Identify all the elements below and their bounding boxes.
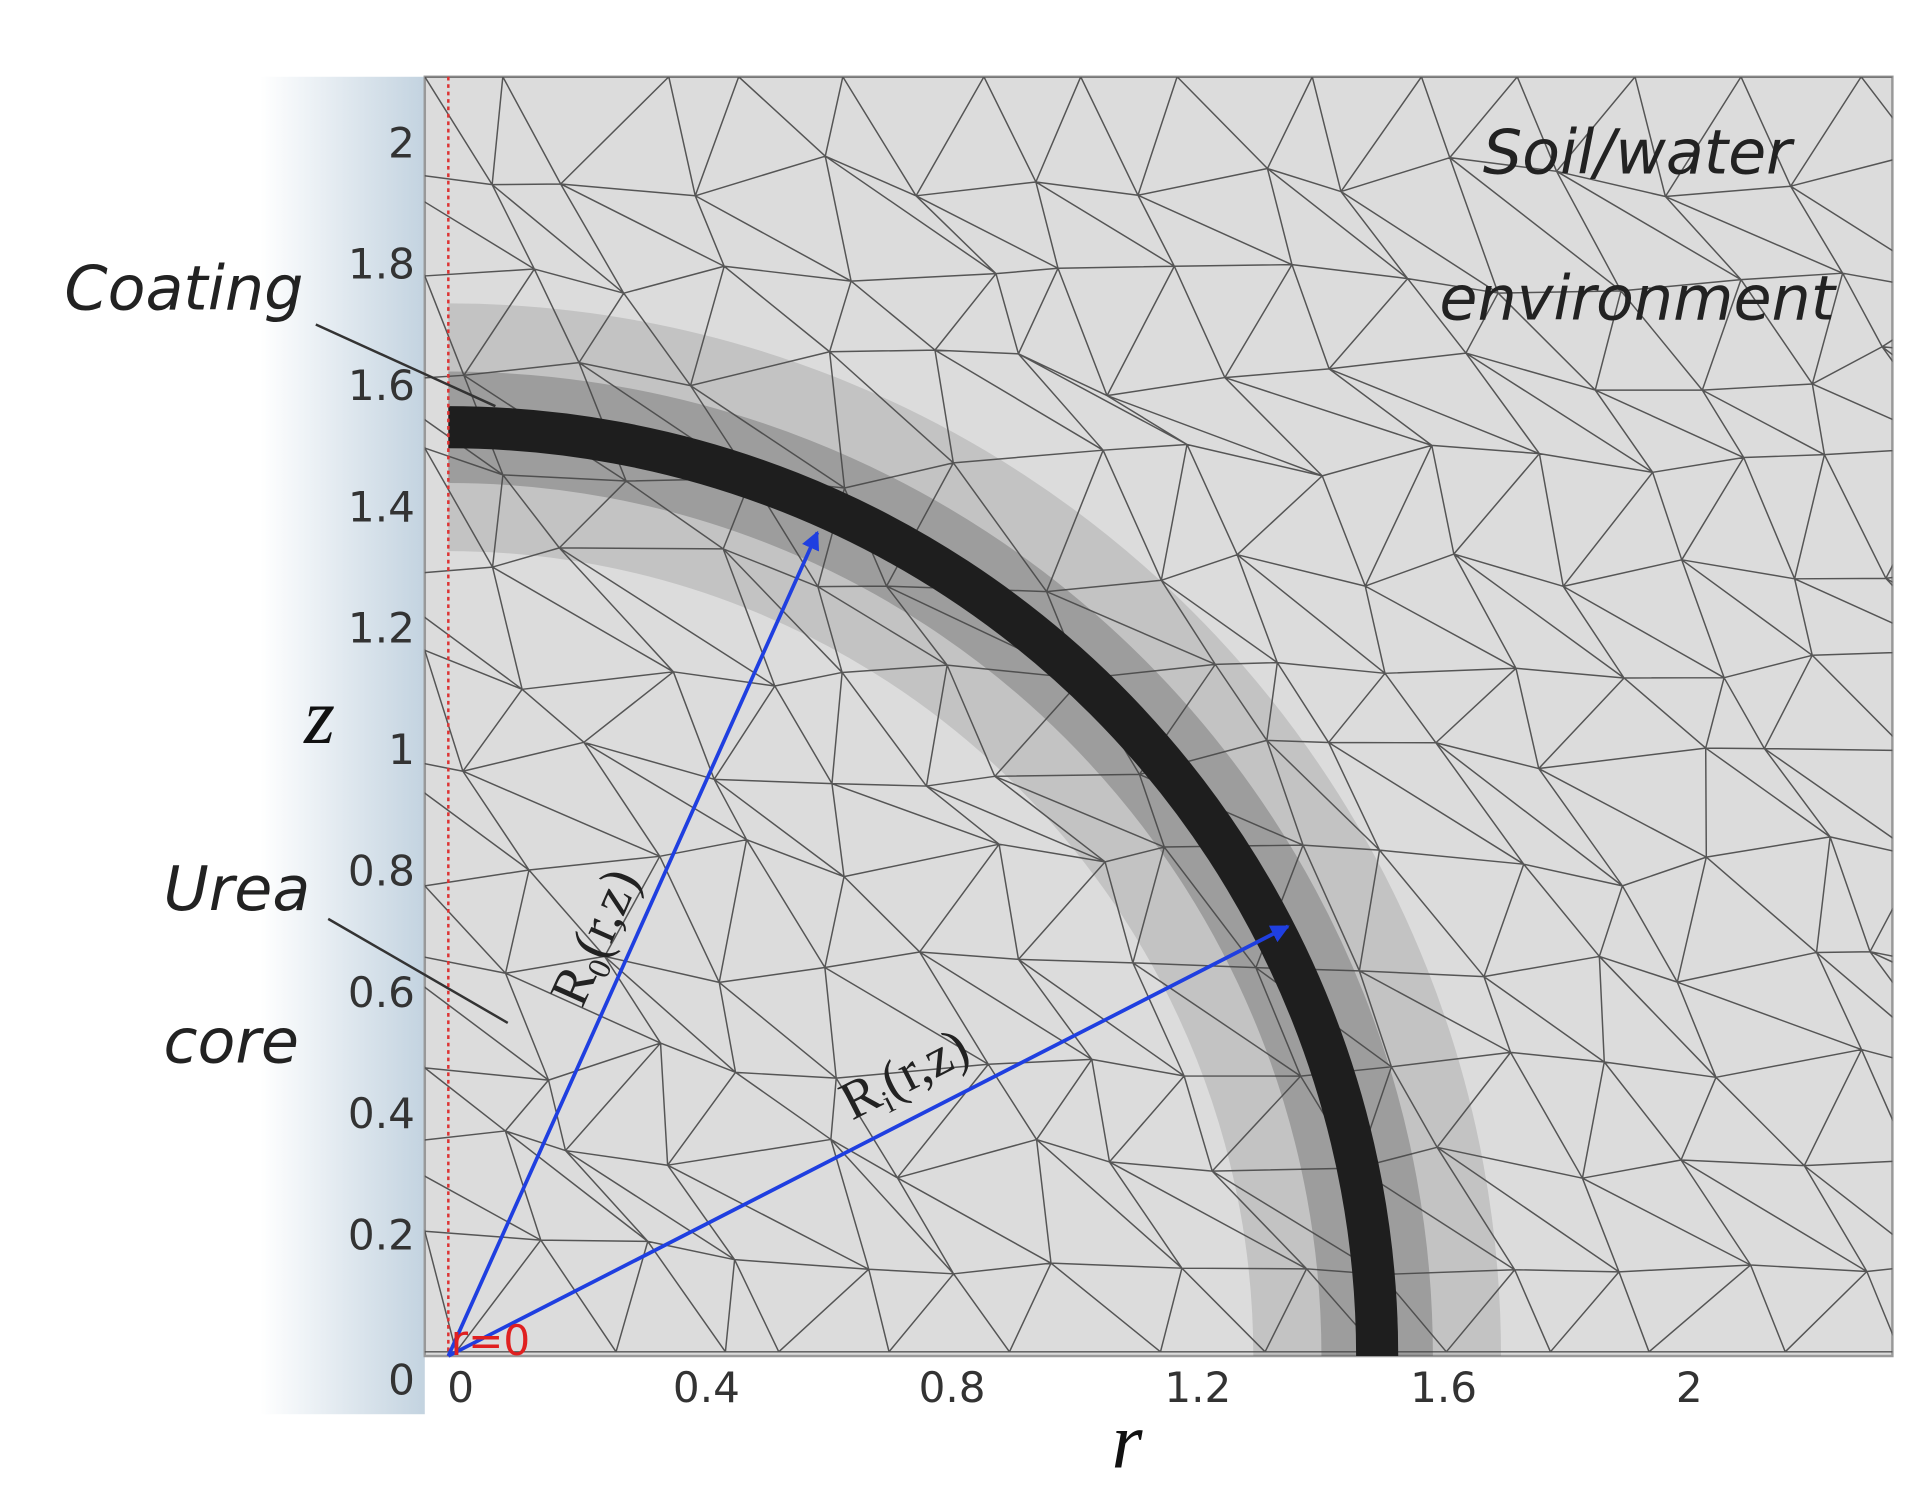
x-tick-label: 2: [1676, 1363, 1703, 1412]
leader-line: [315, 323, 496, 408]
arrow-ri: [447, 924, 1290, 1358]
axis-marker: r=0: [451, 1316, 530, 1365]
y-axis-label: z: [303, 673, 335, 761]
x-tick-label: 1.2: [1164, 1363, 1231, 1412]
ticks: 0 0.4 0.8 1.2 1.6 2 0 0.2 0.4 0.6 0.8 1 1.2 1.4 1.6 1.8…: [348, 118, 1703, 1412]
y-tick-label: 0: [388, 1355, 415, 1404]
mesh: [424, 76, 1893, 1353]
env-label: environment: [1439, 263, 1837, 335]
y-tick-label: 0.8: [348, 846, 415, 895]
y-tick-label: 1.4: [348, 482, 415, 531]
arrow-r0: [446, 530, 820, 1357]
y-tick-label: 2: [388, 118, 415, 167]
coating-ring: [448, 303, 1502, 1357]
y-tick-label: 0.4: [348, 1089, 415, 1138]
y-tick-label: 1.2: [348, 604, 415, 653]
x-axis-label: r: [1112, 1397, 1144, 1485]
y-tick-label: 0.2: [348, 1211, 415, 1260]
coating: [448, 406, 1399, 1357]
y-tick-label: 1.6: [348, 361, 415, 410]
y-tick-label: 1: [388, 725, 415, 774]
side-band: [260, 76, 425, 1415]
core-label: core: [163, 1006, 298, 1078]
env-label: Soil/water: [1483, 116, 1795, 188]
core-label: Urea: [163, 853, 310, 925]
x-tick-label: 1.6: [1410, 1363, 1477, 1412]
y-tick-label: 1.8: [348, 240, 415, 289]
y-tick-label: 0.6: [348, 968, 415, 1017]
x-tick-label: 0: [447, 1363, 474, 1412]
mesh-edges: [424, 76, 1893, 1353]
x-tick-label: 0.4: [673, 1363, 740, 1412]
plot-area: [423, 75, 1894, 1358]
x-tick-label: 0.8: [919, 1363, 986, 1412]
coating-label: Coating: [64, 253, 303, 325]
leader-line: [327, 917, 509, 1024]
